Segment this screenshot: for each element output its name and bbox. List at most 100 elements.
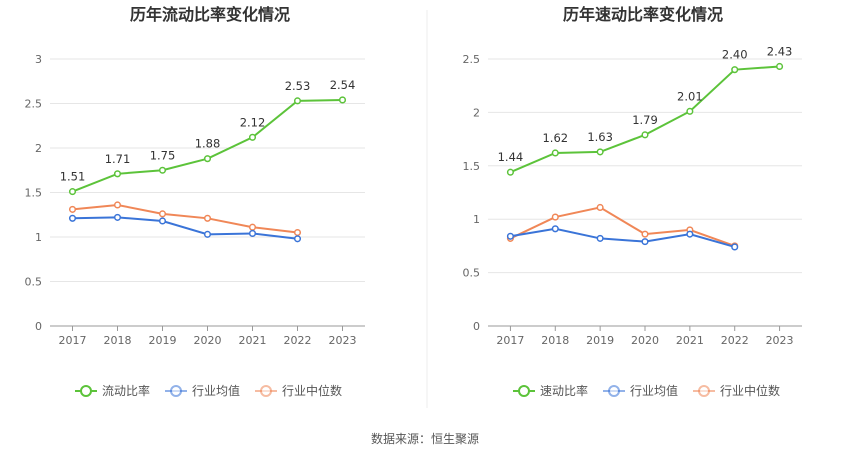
grid-lines xyxy=(50,58,365,327)
data-point xyxy=(596,203,604,212)
y-axis-ticks: 0 0.5 1 1.5 2 2.5 xyxy=(463,53,481,333)
data-label: 1.71 xyxy=(105,152,131,166)
data-point xyxy=(731,66,739,74)
y-tick-label: 0 xyxy=(35,320,42,333)
y-tick-label: 1 xyxy=(473,213,480,226)
legend: 流动比率 行业均值 行业中位数 xyxy=(75,383,342,398)
data-point xyxy=(203,214,212,222)
x-tick-label: 2021 xyxy=(676,334,704,347)
x-tick-label: 2019 xyxy=(586,334,614,347)
legend-item[interactable]: 行业中位数 xyxy=(255,383,342,398)
data-label: 2.12 xyxy=(240,115,266,129)
data-point xyxy=(293,229,302,237)
legend-label: 行业均值 xyxy=(192,383,240,398)
quick-ratio-chart: 历年速动比率变化情况 0 0.5 1 1.5 2 2.5 2017 2018 2019 2020… xyxy=(463,5,802,398)
legend-marker-icon xyxy=(698,385,710,397)
data-point xyxy=(113,213,122,221)
data-point xyxy=(641,238,649,246)
data-point xyxy=(551,225,559,233)
data-label: 1.63 xyxy=(587,130,613,144)
y-axis-ticks: 0 0.5 1 1.5 2 2.5 3 xyxy=(25,53,43,333)
y-tick-label: 1 xyxy=(35,231,42,244)
series-line xyxy=(72,203,298,234)
x-tick-label: 2017 xyxy=(59,334,87,347)
legend-label: 流动比率 xyxy=(102,383,150,398)
data-point xyxy=(113,170,122,178)
data-point xyxy=(641,131,649,139)
data-label: 2.43 xyxy=(767,44,793,58)
data-point xyxy=(293,235,302,243)
series-line xyxy=(510,227,735,248)
x-tick-label: 2023 xyxy=(329,334,357,347)
legend-item[interactable]: 流动比率 xyxy=(75,383,150,398)
data-source: 数据来源：恒生聚源 xyxy=(371,431,479,446)
legend-marker-icon xyxy=(518,385,530,397)
legend-label: 行业中位数 xyxy=(720,383,780,398)
y-tick-label: 2 xyxy=(473,106,480,119)
grid-lines xyxy=(488,58,802,327)
legend-item[interactable]: 行业中位数 xyxy=(693,383,780,398)
current-ratio-chart: 历年流动比率变化情况 0 0.5 1 1.5 2 2.53 2017 2018 2019 202… xyxy=(25,5,365,398)
legend-label: 行业均值 xyxy=(630,383,678,398)
series-line xyxy=(509,206,736,247)
x-tick-label: 2018 xyxy=(104,334,132,347)
data-point xyxy=(686,230,694,238)
data-point xyxy=(158,217,167,225)
data-point xyxy=(248,133,257,141)
x-tick-label: 2021 xyxy=(239,334,267,347)
legend: 速动比率 行业均值 行业中位数 xyxy=(513,383,780,398)
x-tick-label: 2020 xyxy=(631,334,659,347)
data-point xyxy=(551,149,559,157)
data-point xyxy=(203,230,212,238)
data-label: 1.75 xyxy=(150,148,176,162)
data-point xyxy=(686,107,694,115)
y-tick-label: 2.5 xyxy=(463,53,481,66)
data-point xyxy=(338,96,347,104)
chart-title: 历年流动比率变化情况 xyxy=(130,5,290,24)
data-labels: 1.44 1.62 1.63 1.79 2.01 2.40 2.43 xyxy=(498,44,793,164)
x-tick-label: 2017 xyxy=(496,334,524,347)
data-point xyxy=(68,205,77,213)
data-label: 2.40 xyxy=(722,48,748,62)
y-tick-label: 3 xyxy=(35,53,42,66)
data-point xyxy=(113,201,122,209)
y-tick-label: 0.5 xyxy=(463,267,481,280)
data-point xyxy=(596,148,604,156)
y-tick-label: 1.5 xyxy=(25,187,43,200)
x-tick-label: 2022 xyxy=(721,334,749,347)
legend-marker-icon xyxy=(170,385,182,397)
data-point xyxy=(293,97,302,105)
y-tick-label: 0 xyxy=(473,320,480,333)
x-tick-label: 2020 xyxy=(194,334,222,347)
series-lines xyxy=(68,96,347,243)
data-point xyxy=(158,166,167,174)
data-point xyxy=(248,229,257,237)
data-point xyxy=(551,213,559,221)
legend-item[interactable]: 行业均值 xyxy=(603,383,678,398)
data-point xyxy=(596,234,604,242)
data-label: 1.44 xyxy=(498,150,524,164)
legend-item[interactable]: 速动比率 xyxy=(513,383,588,398)
x-tick-label: 2022 xyxy=(284,334,312,347)
data-point xyxy=(68,188,77,196)
data-point xyxy=(506,168,514,176)
data-point xyxy=(641,230,649,238)
data-point xyxy=(731,243,739,251)
x-axis-ticks: 2017 2018 2019 2020 2021 2022 2023 xyxy=(59,326,357,347)
legend-label: 行业中位数 xyxy=(282,383,342,398)
data-label: 1.62 xyxy=(542,131,568,145)
chart-title: 历年速动比率变化情况 xyxy=(563,5,723,24)
legend-marker-icon xyxy=(608,385,620,397)
data-point xyxy=(248,223,257,231)
x-tick-label: 2019 xyxy=(149,334,177,347)
y-tick-label: 0.5 xyxy=(25,276,43,289)
x-axis-ticks: 2017 2018 2019 2020 2021 2022 2023 xyxy=(496,326,794,347)
data-label: 2.53 xyxy=(285,79,311,93)
legend-item[interactable]: 行业均值 xyxy=(165,383,240,398)
legend-marker-icon xyxy=(80,385,92,397)
y-tick-label: 2 xyxy=(35,142,42,155)
data-point xyxy=(68,214,77,222)
data-labels: 1.51 1.71 1.75 1.88 2.12 2.53 2.54 xyxy=(60,78,356,184)
